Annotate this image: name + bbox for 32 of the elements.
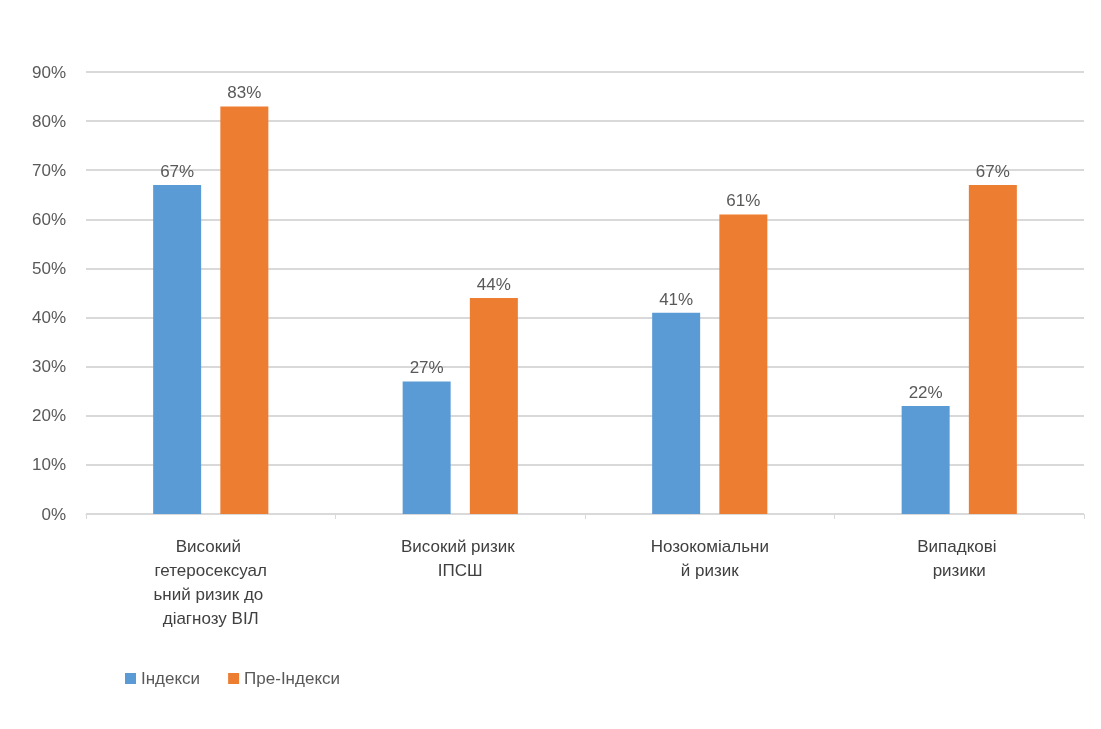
bar [153,184,202,514]
text: 22% [908,382,943,402]
y-tick-label: 20% [31,406,66,426]
x-tick-label: Випадкові ризики [917,536,1002,580]
bar [652,312,701,514]
x-tick-label: Високий гетеросексуальний ризик до діагнозу ВІЛ [153,536,268,628]
x-tick-label: Нозокоміальний ризик [650,536,769,580]
y-tick-label: 70% [31,160,66,180]
bar [719,214,768,514]
bar [968,184,1017,514]
text: 67% [975,161,1010,181]
text: 41% [659,289,694,309]
y-tick-label: 30% [31,357,66,377]
y-tick-label: 10% [31,455,66,475]
y-tick-label: 90% [31,62,66,82]
y-tick-label: 40% [31,308,66,328]
text: 61% [726,191,761,211]
text: 67% [160,161,195,181]
y-tick-label: 60% [31,209,66,229]
legend-label: Індекси [141,669,201,688]
text: 27% [409,358,444,378]
text: 44% [476,274,511,294]
bar [402,381,451,514]
y-tick-label: 0% [41,504,66,524]
bar [220,106,269,514]
legend-label: Пре-Індекси [244,669,341,688]
bar [469,297,518,514]
text: 83% [227,83,262,103]
y-tick-label: 50% [31,258,66,278]
bar [901,405,950,514]
y-tick-label: 80% [31,111,66,131]
x-tick-label: Високий ризик ІПСШ [400,536,520,580]
